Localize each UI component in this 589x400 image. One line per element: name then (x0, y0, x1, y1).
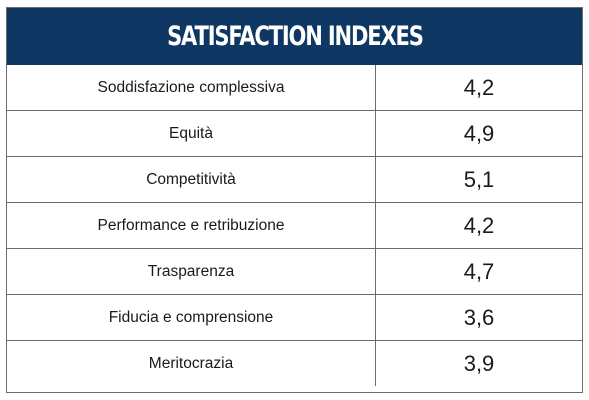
table-row: Performance e retribuzione 4,2 (7, 202, 582, 249)
row-value: 5,1 (375, 156, 582, 203)
row-value: 4,7 (375, 248, 582, 295)
table-header-bar: SATISFACTION INDEXES (7, 8, 582, 65)
row-label: Trasparenza (7, 248, 376, 295)
row-label: Meritocrazia (7, 340, 376, 386)
row-label: Equità (7, 110, 376, 157)
row-value: 4,9 (375, 110, 582, 157)
row-label: Performance e retribuzione (7, 202, 376, 249)
row-value: 3,6 (375, 294, 582, 341)
row-label: Competitività (7, 156, 376, 203)
row-value: 4,2 (375, 65, 582, 111)
table-row: Fiducia e comprensione 3,6 (7, 294, 582, 341)
row-label: Fiducia e comprensione (7, 294, 376, 341)
table-row: Meritocrazia 3,9 (7, 340, 582, 386)
table-row: Competitività 5,1 (7, 156, 582, 203)
table-row: Trasparenza 4,7 (7, 248, 582, 295)
table-body: Soddisfazione complessiva 4,2 Equità 4,9 Com… (7, 65, 582, 386)
row-label: Soddisfazione complessiva (7, 65, 376, 111)
satisfaction-table-panel: SATISFACTION INDEXES Soddisfazione compl… (6, 7, 583, 393)
table-row: Equità 4,9 (7, 110, 582, 157)
table-title: SATISFACTION INDEXES (166, 21, 424, 52)
table-row: Soddisfazione complessiva 4,2 (7, 65, 582, 111)
satisfaction-table: Soddisfazione complessiva 4,2 Equità 4,9 Com… (7, 65, 582, 386)
row-value: 3,9 (463, 350, 495, 376)
row-value: 4,2 (375, 202, 582, 249)
